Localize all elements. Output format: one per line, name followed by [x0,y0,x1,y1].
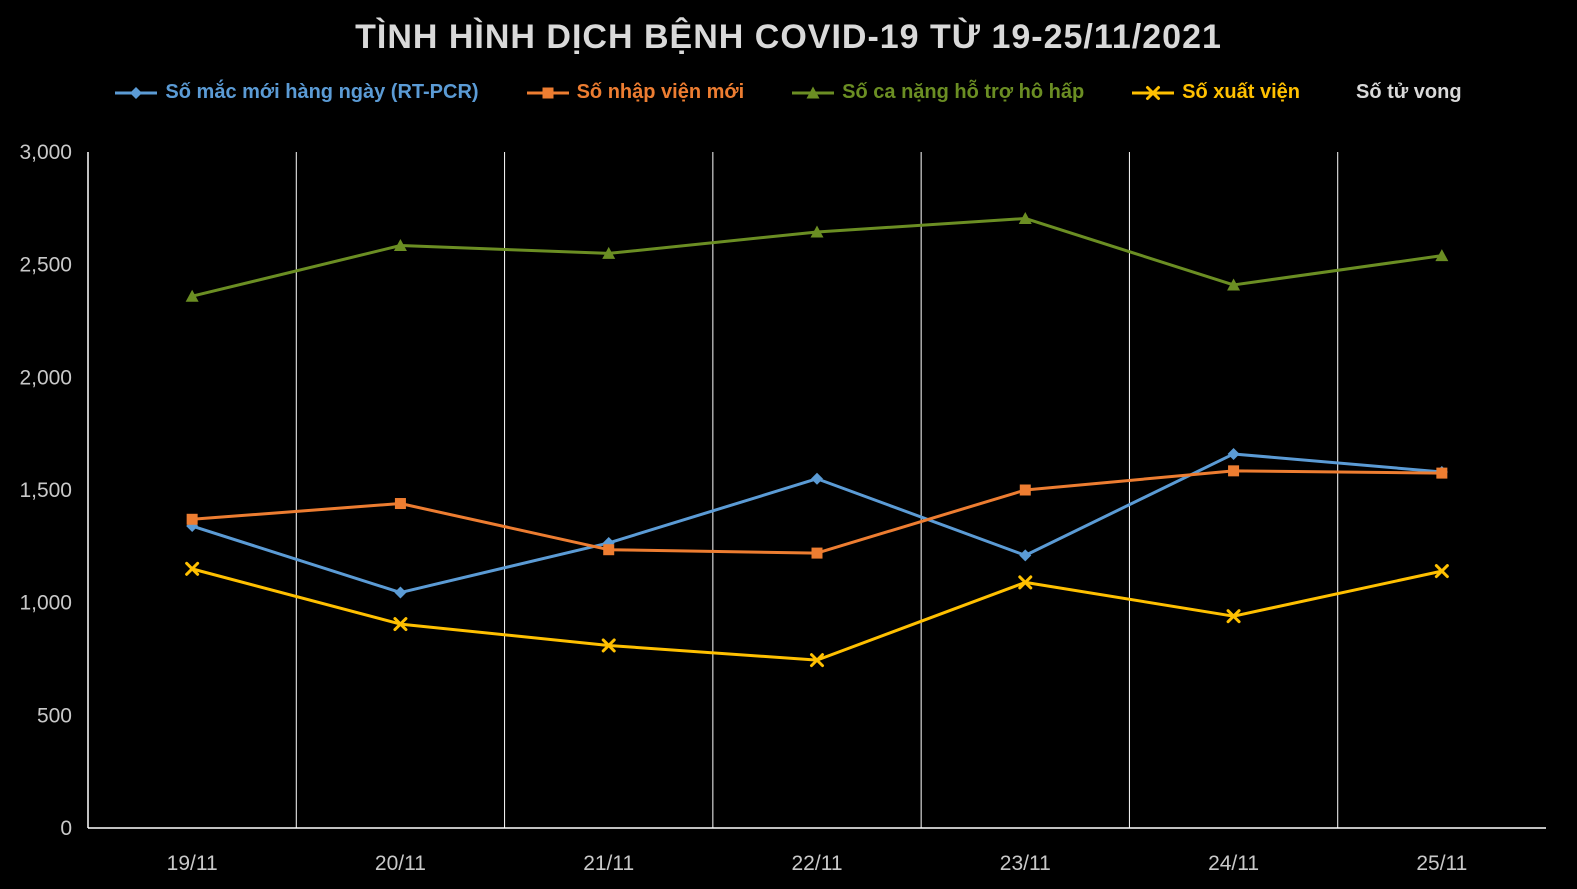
series-1 [186,465,1448,559]
chart-plot-area: 0 500 1,000 1,500 2,000 2,500 3,000 19/11 20/11 2… [19,141,1546,875]
x-tick-label: 23/11 [1000,852,1051,875]
series-3 [185,561,1449,668]
y-tick-label: 3,000 [19,141,72,164]
gridlines [295,152,1339,828]
legend-item-severe-cases: Số ca nặng hỗ trợ hô hấp [792,81,1084,104]
legend-item-discharged: Số xuất viện [1132,81,1300,104]
y-tick-label: 1,500 [19,479,72,502]
chart-title: TÌNH HÌNH DỊCH BỆNH COVID-19 TỪ 19-25/11… [355,18,1222,56]
series-2 [185,211,1449,302]
x-tick-label: 25/11 [1416,852,1467,875]
y-tick-label: 2,000 [19,366,72,389]
legend-item-new-cases: Số mắc mới hàng ngày (RT-PCR) [115,81,479,104]
legend-label: Số ca nặng hỗ trợ hô hấp [842,81,1085,103]
legend-label: Số tử vong [1355,81,1462,103]
x-axis-labels: 19/11 20/11 21/11 22/11 23/11 24/11 25/11 [167,852,1468,875]
x-tick-label: 20/11 [375,852,426,875]
y-tick-label: 1,000 [19,592,72,615]
y-tick-label: 0 [60,817,72,840]
x-tick-label: 24/11 [1208,852,1259,875]
x-tick-label: 21/11 [583,852,634,875]
x-tick-label: 19/11 [167,852,218,875]
legend-label: Số mắc mới hàng ngày (RT-PCR) [165,81,479,103]
axes [87,152,1546,829]
chart-legend: Số mắc mới hàng ngày (RT-PCR) Số nhập vi… [0,81,1577,104]
square-marker-icon [526,85,569,101]
legend-item-new-admissions: Số nhập viện mới [526,81,745,104]
legend-item-deaths: Số tử vong [1348,81,1462,104]
y-axis-labels: 0 500 1,000 1,500 2,000 2,500 3,000 [19,141,72,840]
x-tick-label: 22/11 [792,852,843,875]
legend-label: Số nhập viện mới [576,81,745,103]
y-tick-label: 500 [37,704,72,727]
legend-label: Số xuất viện [1182,81,1300,103]
diamond-marker-icon [115,85,158,101]
x-marker-icon [1132,85,1175,101]
triangle-marker-icon [792,85,835,101]
y-tick-label: 2,500 [19,254,72,277]
